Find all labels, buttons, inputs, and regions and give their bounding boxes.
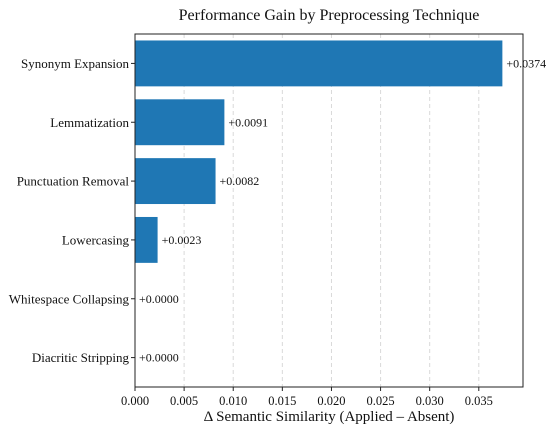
category-label: Punctuation Removal xyxy=(17,174,130,189)
x-tick-label: 0.025 xyxy=(367,394,395,408)
bar xyxy=(135,40,503,87)
x-tick-label: 0.015 xyxy=(268,394,296,408)
x-axis-label: Δ Semantic Similarity (Applied – Absent) xyxy=(204,409,455,425)
data-label: +0.0000 xyxy=(139,351,179,365)
data-label: +0.0023 xyxy=(162,233,202,247)
bars xyxy=(135,40,503,263)
category-label: Whitespace Collapsing xyxy=(9,291,130,306)
data-label: +0.0091 xyxy=(228,115,268,129)
bar xyxy=(135,99,225,146)
x-tick-label: 0.030 xyxy=(416,394,444,408)
y-axis: Synonym Expansion Lemmatization Punctuatio… xyxy=(9,56,135,365)
category-label: Lemmatization xyxy=(50,115,129,130)
chart-title: Performance Gain by Preprocessing Techni… xyxy=(179,7,480,24)
x-axis: 0.000 0.005 0.010 0.015 0.020 0.025 0.030 0.035 xyxy=(121,387,493,408)
data-label: +0.0374 xyxy=(506,56,546,70)
x-tick-label: 0.020 xyxy=(317,394,345,408)
x-tick-label: 0.005 xyxy=(170,394,198,408)
data-labels: +0.0374 +0.0091 +0.0082 +0.0023 +0.0000 +0.00… xyxy=(139,56,546,364)
grid xyxy=(134,34,480,387)
bar xyxy=(135,158,216,205)
x-tick-label: 0.010 xyxy=(219,394,247,408)
category-label: Diacritic Stripping xyxy=(32,350,130,365)
x-tick-label: 0.035 xyxy=(465,394,493,408)
x-tick-label: 0.000 xyxy=(121,394,149,408)
category-label: Synonym Expansion xyxy=(21,56,129,71)
data-label: +0.0082 xyxy=(220,174,260,188)
data-label: +0.0000 xyxy=(139,292,179,306)
bar xyxy=(135,216,158,263)
category-label: Lowercasing xyxy=(62,232,130,247)
plot-frame xyxy=(134,33,524,388)
